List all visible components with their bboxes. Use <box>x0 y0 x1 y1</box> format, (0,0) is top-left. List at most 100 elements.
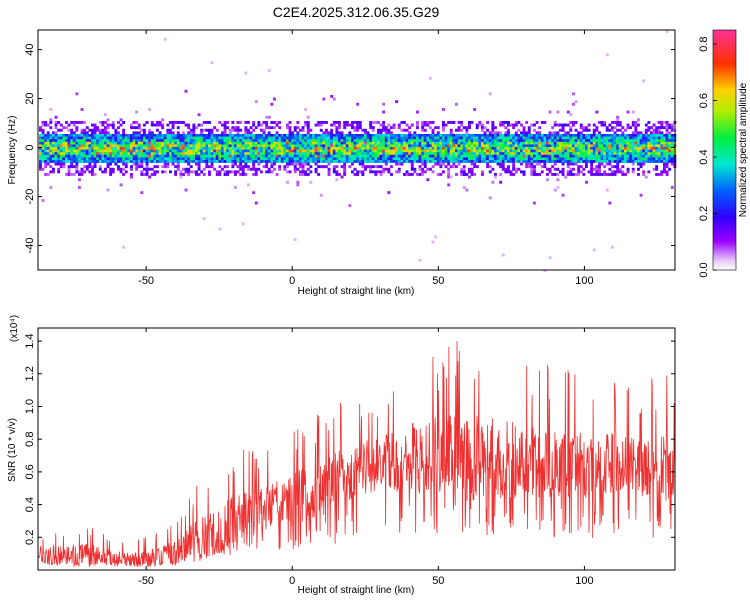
spectrogram-cell <box>182 149 185 153</box>
spectrogram-cell <box>395 147 399 150</box>
spectrogram-cell <box>104 167 107 171</box>
spectrogram-cell <box>642 144 646 148</box>
spectrogram-cell <box>514 170 518 174</box>
spectrogram-cell <box>429 154 432 158</box>
spectrogram-cell <box>392 157 396 161</box>
spectrogram-cell <box>585 149 588 153</box>
spectrogram-cell <box>514 147 518 150</box>
spectrogram-cell <box>663 141 666 145</box>
spectrogram-cell <box>618 139 622 143</box>
spectrogram-cell <box>442 136 445 140</box>
spectrogram-cell <box>460 141 464 145</box>
spectrogram-cell <box>145 170 149 174</box>
spectrogram-cell <box>637 134 640 137</box>
spectrogram-cell <box>291 139 295 143</box>
spectrogram-cell <box>67 147 71 150</box>
spectrogram-cell <box>442 141 445 145</box>
spectrogram-cell <box>587 152 591 156</box>
spectrogram-cell <box>369 139 373 143</box>
spectrogram-cell <box>65 139 68 143</box>
spectrogram-cell <box>317 152 321 156</box>
spectrogram-cell <box>473 154 477 158</box>
spectrogram-cell <box>613 126 617 130</box>
spectrogram-cell <box>223 123 227 127</box>
spectrogram-cell <box>330 149 334 153</box>
spectrogram-cell <box>338 121 341 124</box>
spectrogram-cell <box>122 139 126 143</box>
spectrogram-cell <box>504 134 508 137</box>
spectrogram-cell <box>491 152 495 156</box>
spectrogram-cell <box>39 134 42 137</box>
spectrogram-cell <box>213 149 217 153</box>
spectrogram-cell <box>624 152 627 156</box>
spectrogram-cell <box>226 136 230 140</box>
spectrogram-cell <box>491 121 495 124</box>
spectrogram-cell <box>327 131 331 135</box>
spectrogram-cell <box>574 121 578 124</box>
spectrogram-cell <box>78 173 81 176</box>
spectrogram-cell <box>332 152 336 156</box>
spectrogram-cell <box>522 154 526 158</box>
spectrogram-cell <box>642 152 646 156</box>
spectrogram-cell <box>132 144 136 148</box>
spectrogram-cell <box>332 134 336 137</box>
spectrogram-cell <box>135 126 139 130</box>
spectrogram-cell <box>535 141 539 145</box>
spectrogram-cell <box>156 147 159 150</box>
spectrogram-cell <box>338 141 341 145</box>
spectrogram-cell <box>366 157 370 161</box>
spectrogram-cell <box>273 141 276 145</box>
spectrogram-cell <box>41 141 45 145</box>
spectrogram-cell <box>114 144 118 148</box>
spectrogram-cell <box>189 152 193 156</box>
spectrogram-cell <box>249 136 253 140</box>
spectrogram-cell <box>455 157 458 161</box>
spectrogram-cell <box>234 154 237 158</box>
spectrogram-cell <box>556 154 560 158</box>
spectrogram-cell <box>106 131 110 135</box>
spectrogram-cell <box>187 141 191 145</box>
spectrogram-cell <box>592 139 596 143</box>
spectrogram-cell <box>637 149 640 153</box>
spectrogram-cell <box>397 126 401 130</box>
spectrogram-cell <box>548 167 552 171</box>
spectrogram-cell <box>397 157 401 161</box>
spectrogram-cell <box>322 131 326 135</box>
spectrogram-cell <box>67 134 71 137</box>
spectrogram-cell <box>496 149 500 153</box>
spectrogram-cell <box>208 134 211 137</box>
spectrogram-cell <box>109 141 113 145</box>
spectrogram-cell <box>283 157 287 161</box>
spectrogram-cell <box>351 170 354 174</box>
spectrogram-cell <box>46 123 50 127</box>
spectrogram-cell <box>254 154 258 158</box>
spectrogram-cell <box>174 157 178 161</box>
spectrogram-cell <box>319 128 323 132</box>
spectrogram-cell <box>353 136 357 140</box>
spectrogram-cell <box>75 92 79 96</box>
spectrogram-cell <box>197 154 201 158</box>
spectrogram-cell <box>574 134 578 137</box>
spectrogram-cell <box>218 121 222 124</box>
spectrogram-cell <box>535 147 539 150</box>
spectrogram-cell <box>418 136 422 140</box>
spectrogram-cell <box>650 134 653 137</box>
spectrogram-cell <box>101 141 105 145</box>
spectrogram-cell <box>400 141 404 145</box>
spectrogram-cell <box>533 170 536 174</box>
spectrogram-cell <box>70 128 74 132</box>
spectrogram-cell <box>364 149 367 153</box>
spectrogram-cell <box>252 128 256 132</box>
spectrogram-cell <box>442 157 445 161</box>
spectrogram-cell <box>470 162 474 166</box>
spectrogram-cell <box>101 160 105 163</box>
spectrogram-cell <box>288 126 292 130</box>
spectrogram-cell <box>533 147 536 150</box>
spectrogram-cell <box>444 160 448 163</box>
spectrogram-cell <box>335 126 339 130</box>
spectrogram-cell <box>130 173 133 176</box>
spectrogram-cell <box>400 121 404 124</box>
spectrogram-cell <box>548 110 552 114</box>
spectrogram-cell <box>361 152 365 156</box>
spectrogram-cell <box>218 227 222 231</box>
